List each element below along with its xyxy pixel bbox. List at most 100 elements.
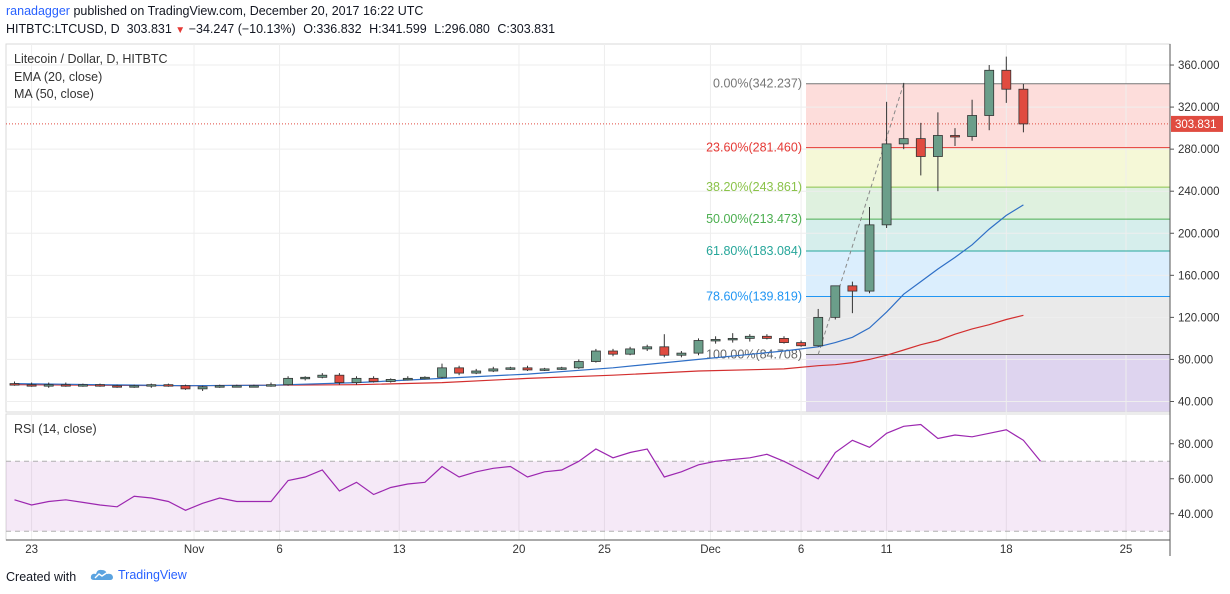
candle [95, 383, 105, 387]
candle-body [368, 377, 379, 382]
candle [915, 122, 926, 176]
x-tick-label: 20 [513, 544, 526, 556]
candle-body [283, 377, 294, 386]
symbol-label: HITBTC:LTCUSD, D [6, 22, 120, 36]
candle [368, 376, 379, 383]
candle [881, 101, 892, 228]
candle-body [625, 348, 635, 355]
candle [266, 382, 276, 387]
down-arrow-icon: ▼ [175, 25, 186, 36]
fib-level-label: 23.60%(281.460) [706, 141, 802, 155]
candle-body [317, 374, 328, 378]
candle [317, 373, 328, 379]
candle [898, 82, 909, 150]
x-tick-label: 13 [393, 544, 406, 556]
y-tick-label: 120.000 [1178, 312, 1220, 324]
brand-link[interactable]: TradingView [90, 568, 187, 582]
candle-body [95, 384, 105, 387]
candle-body [915, 138, 926, 157]
candle-body [385, 379, 396, 382]
candle [146, 383, 157, 388]
candle [1001, 56, 1012, 103]
candle-body [334, 374, 345, 383]
candle [659, 334, 670, 358]
candle-body [266, 384, 276, 387]
x-tick-label: 25 [598, 544, 611, 556]
candle [488, 366, 499, 373]
candle [556, 366, 567, 370]
candle-body [454, 367, 465, 374]
candle [762, 334, 772, 340]
fib-zone [806, 354, 1170, 412]
candle [727, 333, 738, 343]
chart-area[interactable]: 0.00%(342.237) 23.60%(281.460) 38.20%(243.… [0, 0, 1230, 566]
candle-body [796, 342, 806, 347]
candle-body [60, 384, 71, 387]
fib-zone [806, 251, 1170, 297]
ema20-line [14, 204, 1024, 387]
candle-body [78, 384, 88, 387]
chart-title: Litecoin / Dollar, D, HITBTC [14, 52, 168, 66]
candle-body [505, 367, 516, 370]
candle [60, 382, 71, 387]
candle [830, 285, 841, 320]
candle [744, 334, 755, 342]
candle [471, 368, 482, 375]
candle-body [1001, 69, 1012, 90]
candle-body [437, 367, 447, 378]
candle [813, 308, 824, 347]
y-tick-label: 280.000 [1178, 144, 1220, 156]
candle-body [9, 383, 20, 386]
candle-body [471, 370, 482, 374]
candle-body [419, 376, 430, 380]
y-tick-label: 320.000 [1178, 102, 1220, 114]
ma-legend: MA (50, close) [14, 87, 94, 101]
candle [642, 344, 653, 352]
candle-body [488, 368, 499, 372]
candle [522, 365, 533, 371]
candle [625, 346, 635, 356]
candle-body [744, 335, 755, 339]
y-tick-label: 240.000 [1178, 186, 1220, 198]
candle-body [642, 346, 653, 350]
ohlc-line: HITBTC:LTCUSD, D 303.831 ▼ −34.247 (−10.… [6, 22, 555, 36]
candle [864, 206, 875, 294]
last-price-tag [1171, 115, 1223, 132]
candle [454, 365, 465, 376]
fib-level-label: 0.00%(342.237) [713, 77, 802, 91]
x-tick-label: 6 [276, 544, 282, 556]
candle-body [967, 115, 977, 137]
ema-legend: EMA (20, close) [14, 70, 103, 84]
candle [26, 382, 37, 387]
candle [300, 376, 311, 381]
candle [402, 376, 413, 381]
candle-body [129, 385, 140, 388]
fib-level-label: 38.20%(243.861) [706, 180, 802, 194]
author-link[interactable]: ranadagger [6, 4, 70, 18]
x-tick-label: 6 [798, 544, 804, 556]
candle-body [556, 367, 567, 370]
candle [608, 348, 618, 357]
candle [231, 384, 242, 388]
fib-level-label: 78.60%(139.819) [706, 290, 802, 304]
x-tick-label: 11 [881, 544, 893, 556]
fib-level-label: 61.80%(183.084) [706, 244, 802, 258]
candle-body [573, 361, 584, 369]
x-tick-label: 23 [25, 544, 38, 556]
low-value: L:296.080 [434, 22, 490, 36]
open-value: O:336.832 [303, 22, 362, 36]
candle [43, 382, 54, 388]
y-tick-label: 200.000 [1178, 228, 1220, 240]
candle [437, 363, 447, 379]
candle [950, 128, 960, 146]
x-tick-label: 25 [1120, 544, 1133, 556]
x-tick-label: Nov [184, 544, 205, 556]
last-price-tag-label: 303.831 [1175, 119, 1217, 131]
fib-zone [806, 187, 1170, 220]
candle [710, 336, 721, 344]
candle-body [608, 350, 618, 355]
candle-body [881, 143, 892, 226]
candle-body [180, 385, 191, 390]
candle [385, 378, 396, 383]
candle [283, 376, 294, 386]
